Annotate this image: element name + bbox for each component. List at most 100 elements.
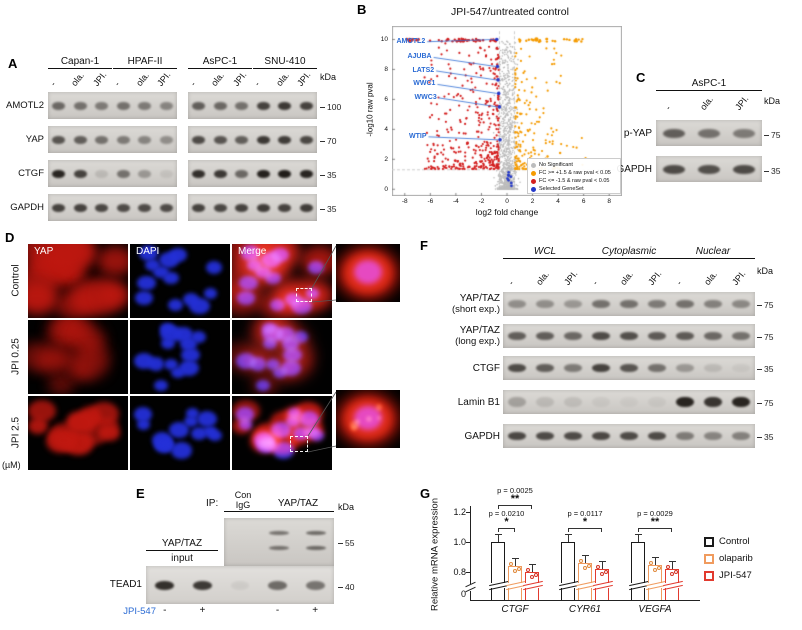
cell-line-header-aspc1: AsPC-1 [656,78,762,91]
yap-signal [50,348,77,370]
g-data-point [600,572,604,576]
if-unit-label: (µM) [2,460,21,470]
tead1-row-label: TEAD1 [109,579,142,590]
protein-band [676,364,694,372]
if-inset-zoom [336,390,400,448]
kda-marker: 40 [338,582,354,592]
blot-image [656,156,762,182]
g-data-point [583,566,587,570]
if-image-dapi [130,244,230,318]
nucleus [167,298,184,312]
treatment-label: JPI. [562,268,580,287]
marker-tick [338,543,343,545]
protein-band [192,169,206,178]
volcano-ytick: 4 [384,126,388,134]
nucleus [273,442,295,460]
protein-band [592,364,610,372]
kda-marker: 35 [320,204,336,214]
protein-band [733,164,756,174]
kda-marker: 70 [320,136,336,146]
protein-band [733,128,756,138]
protein-band [704,364,722,372]
volcano-xtick: -4 [452,198,459,205]
protein-band [95,169,109,178]
if-image-merge [232,320,332,394]
protein-band [52,169,66,178]
protein-band [235,203,249,212]
protein-band [95,101,109,110]
yap-signal [47,374,74,394]
nucleus [191,426,208,440]
nucleus [158,252,180,269]
protein-band [73,169,87,178]
blot-image [503,390,755,414]
protein-band [564,397,582,407]
ip-label: IP: [206,498,219,509]
g-error-cap [669,561,676,562]
g-bar [631,542,645,600]
treatment-label: ola. [69,70,87,88]
protein-band [662,164,685,174]
treatment-label: - [112,79,123,88]
if-column-header-dapi: DAPI [136,246,160,257]
blot-row-label: GAPDH [616,164,652,175]
g-data-point [530,575,534,579]
treatment-sign: - [275,605,280,616]
protein-band [278,101,292,110]
protein-band [698,128,720,138]
treatment-label: ola. [133,70,151,88]
kda-value: 35 [327,170,337,180]
protein-band [620,364,638,372]
yap-signal [48,327,75,349]
nucleus [270,422,291,438]
panel-a-kda-label: kDa [320,72,337,82]
protein-band [592,332,610,340]
treatment-sign: + [312,605,319,616]
kda-marker: 55 [338,538,354,548]
protein-band [159,101,173,110]
blot-row-label: YAP/TAZ (short exp.) [418,293,500,315]
protein-band [676,300,694,308]
protein-band [648,364,666,372]
g-bar-break [490,583,508,588]
protein-band [159,135,173,144]
treatment-label: - [252,79,263,88]
protein-band [235,101,249,110]
protein-band [508,332,526,340]
nucleus [272,366,287,378]
kda-marker: 75 [757,398,773,408]
nucleus [305,288,320,300]
nucleus [256,379,271,391]
if-image-yap [28,320,128,394]
yap-signal [66,410,96,435]
if-inset-zoom [336,244,400,302]
kda-marker: 75 [764,130,780,140]
legend-swatch [531,170,536,176]
volcano-xtick: 6 [581,198,586,205]
if-image-dapi [130,320,230,394]
nucleus [269,298,286,312]
protein-band [305,545,326,550]
protein-band [256,101,270,110]
legend-swatch [531,178,536,184]
g-sig-stars: ** [510,493,520,505]
legend-label: FC >= +1.5 & raw pval < 0.05 [539,170,611,176]
protein-band [648,432,666,440]
g-data-point [526,568,530,572]
kda-marker: 75 [757,300,773,310]
protein-band [256,135,270,144]
gene-label-wtip: WTIP [409,132,427,140]
g-ytick [466,572,470,573]
treatment-sign: + [199,605,206,616]
yap-puncta [375,404,383,411]
g-bar [561,542,575,600]
g-bar-break [507,583,525,588]
treatment-label: ola. [698,94,715,112]
g-category-label: CTGF [501,604,529,615]
cell-line-header: HPAF-II [113,56,177,69]
g-data-point [666,565,670,569]
g-ytick-label: 1.2 [453,507,466,517]
protein-band [732,332,750,340]
kda-marker: 35 [757,432,773,442]
blot-image [188,194,317,221]
